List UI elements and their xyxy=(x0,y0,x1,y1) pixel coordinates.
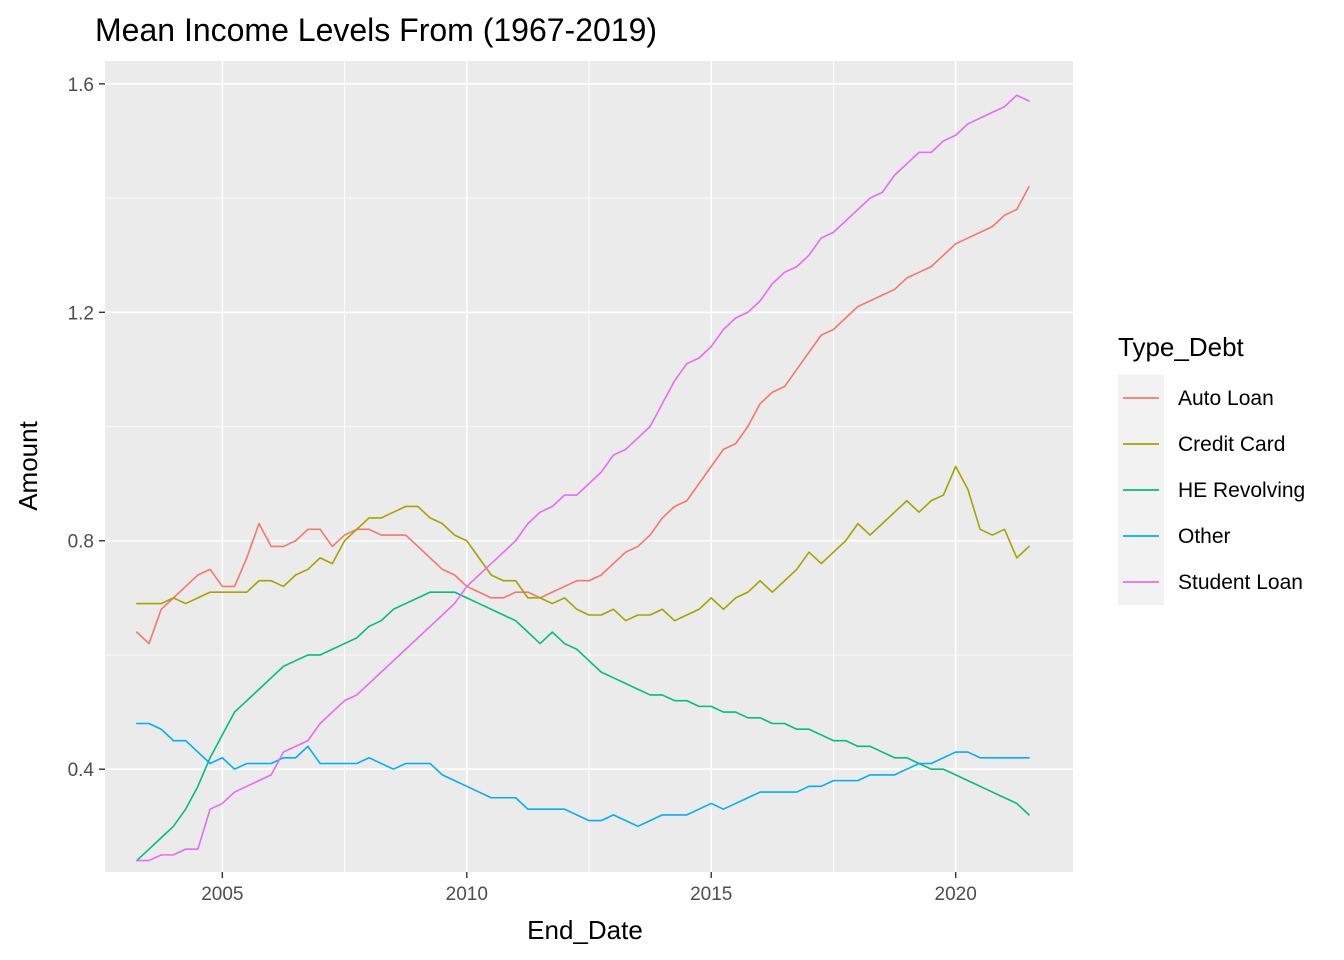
minor-gridlines xyxy=(105,61,1073,872)
x-axis-title: End_Date xyxy=(527,915,643,945)
legend-label-he-revolving: HE Revolving xyxy=(1178,479,1305,502)
legend-label-student-loan: Student Loan xyxy=(1178,571,1303,594)
chart-title: Mean Income Levels From (1967-2019) xyxy=(95,12,657,48)
series-line-he-revolving xyxy=(135,591,1030,862)
series-line-credit-card xyxy=(135,465,1030,622)
x-axis: 2005 2010 2015 2020 xyxy=(201,872,977,905)
series-line-student-loan xyxy=(135,94,1030,862)
legend: Type_Debt Auto Loan Credit Card HE Revolvi… xyxy=(1118,332,1305,605)
y-tick-label: 1.2 xyxy=(68,303,94,324)
y-tick-label: 0.8 xyxy=(68,532,94,553)
legend-label-other: Other xyxy=(1178,525,1231,548)
legend-title: Type_Debt xyxy=(1118,332,1245,362)
plot-panel xyxy=(105,61,1073,872)
legend-label-auto-loan: Auto Loan xyxy=(1178,387,1274,410)
series-line-other xyxy=(135,722,1030,828)
y-axis: 0.4 0.8 1.2 1.6 xyxy=(68,75,105,781)
legend-items: Auto Loan Credit Card HE Revolving Other Stu… xyxy=(1123,387,1305,594)
x-tick-label: 2010 xyxy=(446,884,488,905)
x-tick-label: 2015 xyxy=(690,884,732,905)
x-tick-label: 2020 xyxy=(935,884,977,905)
y-axis-title: Amount xyxy=(13,420,43,510)
y-tick-label: 1.6 xyxy=(68,75,94,96)
y-tick-label: 0.4 xyxy=(68,760,95,781)
series-line-auto-loan xyxy=(135,185,1030,645)
x-tick-label: 2005 xyxy=(201,884,243,905)
series-lines xyxy=(135,94,1030,862)
legend-label-credit-card: Credit Card xyxy=(1178,433,1285,456)
